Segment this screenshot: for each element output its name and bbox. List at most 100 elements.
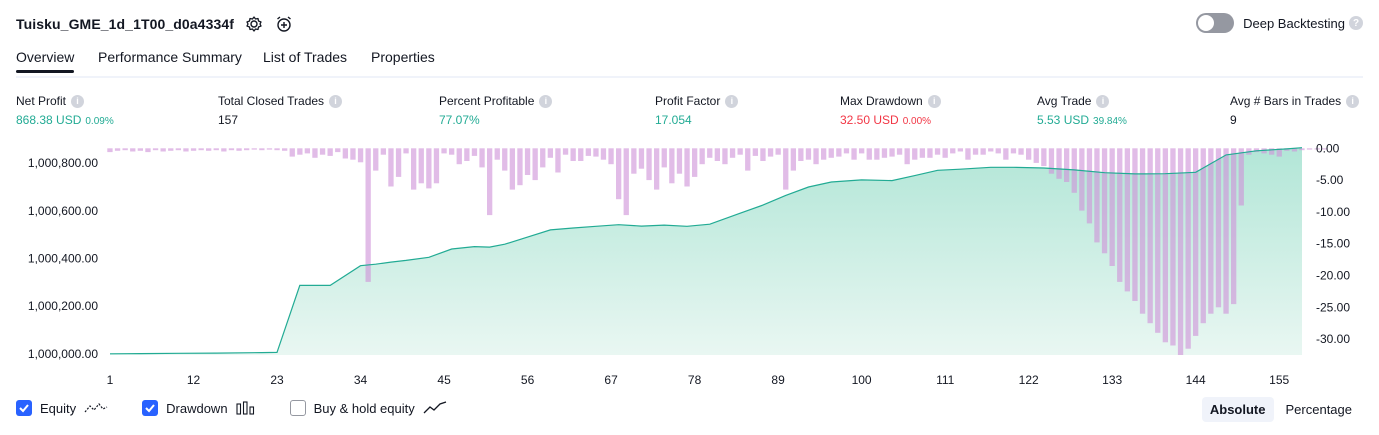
- gear-icon[interactable]: [244, 14, 264, 34]
- drawdown-bar: [631, 148, 637, 174]
- tab-properties[interactable]: Properties: [371, 49, 435, 65]
- deep-backtesting-toggle[interactable]: [1196, 13, 1235, 33]
- drawdown-bar: [1101, 148, 1108, 254]
- x-tick-label: 45: [437, 373, 451, 387]
- drawdown-bar: [980, 148, 986, 155]
- tab-overview[interactable]: Overview: [16, 49, 75, 65]
- drawdown-bar: [1124, 148, 1131, 292]
- x-tick-label: 144: [1186, 373, 1206, 387]
- drawdown-bar: [1010, 148, 1017, 154]
- drawdown-bar: [1056, 148, 1062, 179]
- buy-hold-checkbox[interactable]: [289, 400, 306, 416]
- drawdown-bar: [1079, 148, 1085, 211]
- drawdown-bar: [1322, 148, 1328, 150]
- drawdown-checkbox[interactable]: [142, 400, 159, 416]
- drawdown-bar: [813, 148, 819, 165]
- tab-list-of-trades[interactable]: List of Trades: [263, 49, 348, 65]
- tab-performance-summary[interactable]: Performance Summary: [98, 49, 242, 65]
- drawdown-bar: [729, 148, 736, 158]
- drawdown-bar: [471, 148, 478, 156]
- drawdown-bar: [487, 148, 493, 216]
- equity-checkbox[interactable]: [16, 400, 32, 416]
- metric-total-closed-trades: Total Closed Trades i 157: [218, 94, 343, 127]
- drawdown-bar: [335, 148, 341, 153]
- metric-label: Percent Profitable: [439, 94, 535, 108]
- drawdown-bar: [259, 148, 265, 151]
- tab-bar: Overview Performance Summary List of Tra…: [16, 46, 1363, 78]
- percentage-button[interactable]: Percentage: [1285, 402, 1353, 417]
- drawdown-bar: [1139, 148, 1146, 314]
- metric-avg-trade: Avg Trade i 5.53 USD 39.84%: [1037, 94, 1127, 127]
- legend-buy-hold[interactable]: Buy & hold equity: [289, 400, 447, 416]
- strategy-header: Tuisku_GME_1d_1T00_d0a4334f: [16, 12, 294, 36]
- drawdown-bar: [600, 148, 607, 160]
- drawdown-bar: [593, 148, 599, 157]
- drawdown-bar: [638, 148, 645, 169]
- alarm-plus-icon[interactable]: [274, 14, 294, 34]
- drawdown-bar: [752, 148, 759, 156]
- x-tick-label: 56: [521, 373, 535, 387]
- drawdown-bar: [972, 148, 979, 155]
- drawdown-bar: [1299, 148, 1305, 151]
- drawdown-bar: [373, 148, 379, 171]
- help-icon[interactable]: ?: [1349, 16, 1363, 30]
- y-left-tick-label: 1,000,000.00: [28, 347, 98, 361]
- drawdown-bar: [289, 148, 295, 157]
- drawdown-bar: [312, 148, 318, 158]
- drawdown-bar: [1185, 148, 1191, 349]
- info-icon[interactable]: i: [927, 94, 941, 108]
- info-icon[interactable]: i: [1346, 94, 1360, 108]
- drawdown-bar: [646, 148, 652, 181]
- toggle-knob: [1198, 15, 1215, 31]
- info-icon[interactable]: i: [71, 94, 85, 108]
- drawdown-bar: [896, 148, 903, 155]
- drawdown-bar: [221, 148, 227, 152]
- metric-label: Net Profit: [16, 94, 67, 108]
- drawdown-bar: [1018, 148, 1024, 155]
- drawdown-bar: [152, 148, 159, 151]
- equity-drawdown-chart[interactable]: 1,000,000.00 1,000,200.00 1,000,400.00 1,00…: [0, 140, 1379, 390]
- x-tick-label: 12: [187, 373, 201, 387]
- drawdown-bar: [1193, 148, 1199, 336]
- drawdown-bar: [904, 148, 910, 165]
- drawdown-bar: [1200, 148, 1206, 324]
- drawdown-bar: [707, 148, 713, 158]
- y-left-tick-label: 1,000,600.00: [28, 204, 98, 218]
- metric-value: 868.38 USD: [16, 113, 82, 127]
- drawdown-bars-icon: [236, 401, 256, 415]
- absolute-button[interactable]: Absolute: [1201, 397, 1274, 422]
- drawdown-bar: [426, 148, 432, 189]
- metric-value: 5.53 USD: [1037, 113, 1090, 127]
- drawdown-bar: [517, 148, 523, 186]
- drawdown-bar: [122, 148, 128, 151]
- drawdown-bar: [874, 148, 880, 160]
- scale-mode-switch: Absolute Percentage: [1198, 397, 1360, 422]
- drawdown-bar: [1284, 148, 1290, 151]
- drawdown-bar: [578, 148, 584, 161]
- drawdown-bar: [995, 148, 1001, 154]
- drawdown-bar: [1026, 148, 1032, 160]
- metric-percent: 39.84%: [1093, 116, 1127, 127]
- drawdown-bar: [654, 148, 660, 190]
- drawdown-bar: [1231, 148, 1237, 305]
- drawdown-bar: [319, 148, 326, 155]
- info-icon[interactable]: i: [329, 94, 343, 108]
- drawdown-bar: [965, 148, 971, 160]
- info-icon[interactable]: i: [1096, 94, 1110, 108]
- info-icon[interactable]: i: [725, 94, 739, 108]
- legend-drawdown[interactable]: Drawdown: [142, 400, 255, 416]
- drawdown-bar: [236, 148, 242, 151]
- drawdown-bar: [889, 148, 895, 157]
- metric-percent: 0.09%: [85, 116, 114, 127]
- metric-avg-bars-in-trades: Avg # Bars in Trades i 9: [1230, 94, 1360, 127]
- drawdown-bar: [805, 148, 812, 160]
- x-tick-label: 67: [604, 373, 618, 387]
- drawdown-bar: [1132, 148, 1138, 301]
- drawdown-bar: [365, 148, 371, 282]
- drawdown-bar: [297, 148, 303, 155]
- info-icon[interactable]: i: [539, 94, 553, 108]
- x-tick-label: 1: [107, 373, 114, 387]
- drawdown-bar: [843, 148, 850, 154]
- legend-equity[interactable]: Equity: [16, 400, 108, 416]
- drawdown-bar: [1162, 148, 1169, 343]
